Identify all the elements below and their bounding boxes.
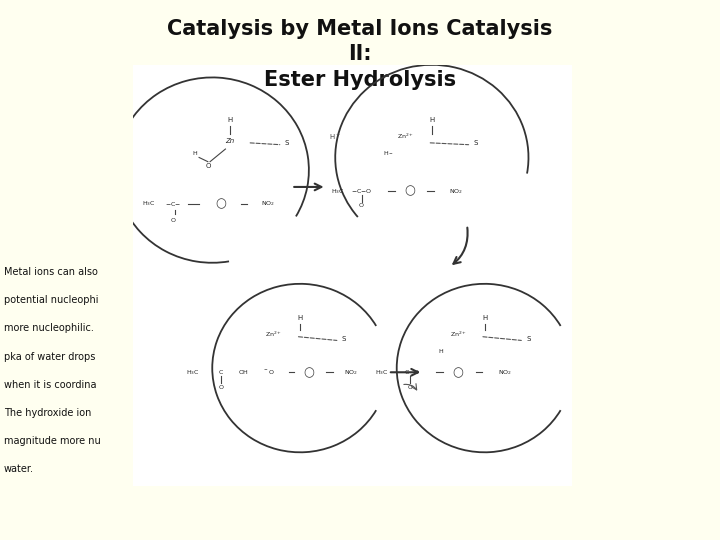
Text: S: S (526, 335, 531, 342)
Text: H: H (297, 314, 302, 321)
Text: H$_3$C: H$_3$C (186, 368, 199, 377)
Text: $-$C$-$O: $-$C$-$O (399, 368, 420, 376)
Text: NO$_2$: NO$_2$ (344, 368, 358, 377)
Text: $\bigcirc$: $\bigcirc$ (215, 197, 227, 211)
Text: H: H (482, 314, 487, 321)
FancyBboxPatch shape (133, 65, 572, 486)
Text: H$_3$C: H$_3$C (142, 199, 156, 208)
Text: H$_-$: H$_-$ (382, 150, 393, 157)
Text: H$^+$: H$^+$ (329, 131, 341, 141)
Text: $-$C$-$O: $-$C$-$O (351, 187, 372, 195)
Text: H: H (228, 117, 233, 123)
Text: Zn$^{2+}$: Zn$^{2+}$ (450, 330, 467, 339)
Text: H: H (192, 151, 197, 156)
Text: The hydroxide ion: The hydroxide ion (4, 408, 91, 418)
Text: H$_3$C: H$_3$C (331, 187, 344, 195)
Text: Catalysis by Metal Ions Catalysis
II:
Ester Hydrolysis: Catalysis by Metal Ions Catalysis II: Es… (167, 19, 553, 90)
Text: C: C (219, 370, 223, 375)
Text: NO$_2$: NO$_2$ (498, 368, 512, 377)
Text: S: S (284, 140, 289, 146)
Text: H$_3$C: H$_3$C (375, 368, 388, 377)
Text: O: O (170, 218, 175, 223)
Text: $^-$O: $^-$O (264, 368, 276, 376)
Text: H: H (438, 349, 443, 354)
Text: O: O (205, 163, 210, 169)
Text: H: H (429, 117, 434, 123)
Text: NO$_2$: NO$_2$ (261, 199, 274, 208)
Text: NO$_2$: NO$_2$ (449, 187, 464, 195)
Text: O: O (408, 384, 413, 389)
Text: OH: OH (238, 370, 248, 375)
Text: $-$C$-$: $-$C$-$ (165, 200, 181, 208)
Text: $\bigcirc$: $\bigcirc$ (404, 184, 416, 199)
Text: O: O (219, 384, 223, 389)
Text: Metal ions can also: Metal ions can also (4, 267, 97, 278)
Text: $\bigcirc$: $\bigcirc$ (303, 365, 315, 380)
Text: magnitude more nu: magnitude more nu (4, 436, 100, 446)
Text: O: O (359, 204, 364, 208)
Text: pka of water drops: pka of water drops (4, 352, 95, 362)
Text: Zn$^{2+}$: Zn$^{2+}$ (265, 330, 282, 339)
Text: $\bigcirc$: $\bigcirc$ (452, 365, 464, 380)
Text: Zn$^{2+}$: Zn$^{2+}$ (397, 132, 414, 141)
Text: when it is coordina: when it is coordina (4, 380, 96, 390)
Text: potential nucleophi: potential nucleophi (4, 295, 98, 306)
Text: Zn: Zn (225, 138, 235, 144)
Text: water.: water. (4, 464, 34, 474)
Text: S: S (342, 335, 346, 342)
Text: more nucleophilic.: more nucleophilic. (4, 323, 94, 334)
Text: S: S (474, 140, 478, 146)
